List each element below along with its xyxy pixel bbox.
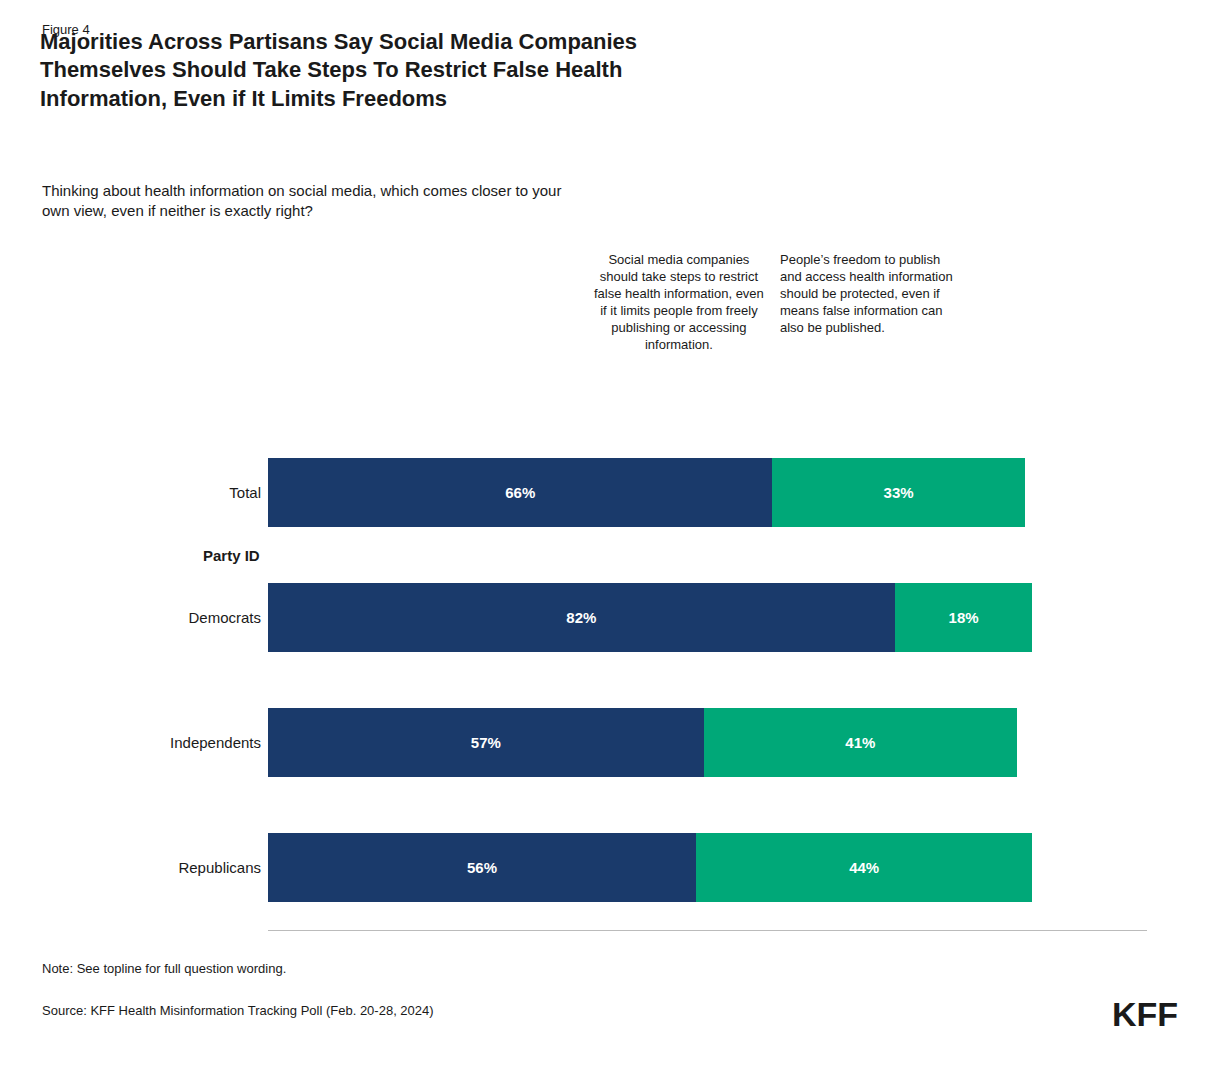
- svg-text:Note: See topline for full que: Note: See topline for full question word…: [42, 961, 286, 976]
- svg-text:Independents: Independents: [170, 734, 261, 751]
- svg-text:Majorities Across Partisans Sa: Majorities Across Partisans Say Social M…: [40, 29, 637, 111]
- svg-text:Total: Total: [229, 484, 261, 501]
- svg-text:18%: 18%: [949, 609, 979, 626]
- svg-text:Figure 4: Figure 4: [42, 22, 90, 37]
- svg-text:Party ID: Party ID: [203, 547, 260, 564]
- svg-text:44%: 44%: [849, 859, 879, 876]
- svg-text:Republicans: Republicans: [178, 859, 261, 876]
- svg-text:56%: 56%: [467, 859, 497, 876]
- svg-text:Source: KFF Health Misinformat: Source: KFF Health Misinformation Tracki…: [42, 1003, 434, 1018]
- svg-text:Social media companiesshould t: Social media companiesshould take steps …: [594, 252, 764, 352]
- svg-text:Democrats: Democrats: [188, 609, 261, 626]
- svg-text:33%: 33%: [884, 484, 914, 501]
- svg-text:KFF: KFF: [1112, 995, 1178, 1033]
- svg-text:People’s freedom to publishand: People’s freedom to publishand access he…: [780, 252, 953, 335]
- svg-text:82%: 82%: [566, 609, 596, 626]
- svg-text:Thinking about health informat: Thinking about health information on soc…: [42, 182, 561, 219]
- svg-text:57%: 57%: [471, 734, 501, 751]
- svg-text:41%: 41%: [845, 734, 875, 751]
- svg-text:66%: 66%: [505, 484, 535, 501]
